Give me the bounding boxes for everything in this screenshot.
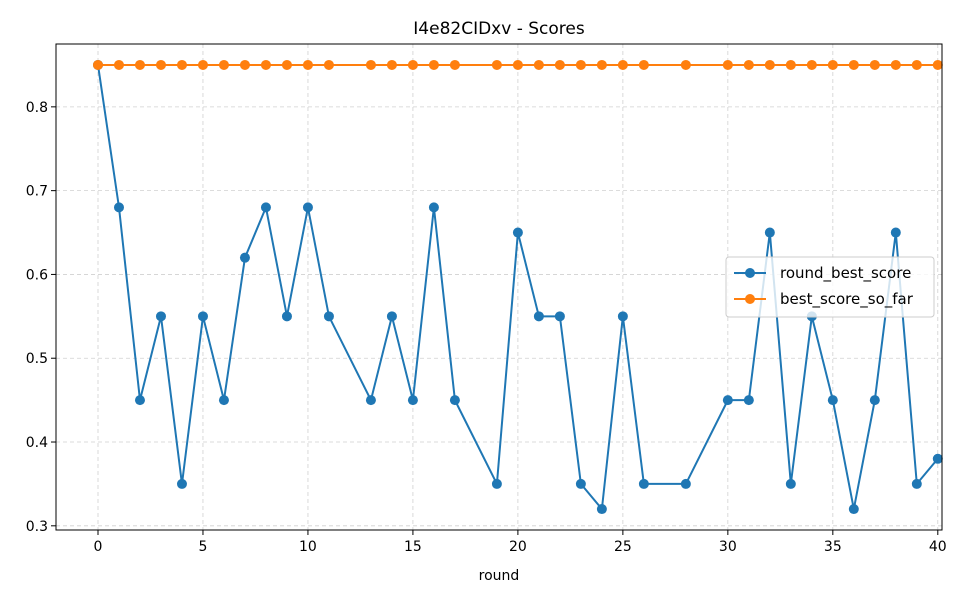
data-point-round-best-score	[533, 311, 544, 322]
plot-frame	[55, 43, 943, 531]
data-point-best-score-so-far	[575, 59, 586, 70]
x-tick-label: 25	[614, 539, 632, 555]
x-tick-label: 0	[94, 539, 103, 555]
x-axis-label: round	[479, 568, 520, 584]
legend-box	[725, 256, 935, 318]
data-point-round-best-score	[890, 227, 901, 238]
data-point-best-score-so-far	[92, 59, 103, 70]
grid	[56, 44, 942, 530]
data-point-best-score-so-far	[911, 59, 922, 70]
data-point-best-score-so-far	[533, 59, 544, 70]
data-point-best-score-so-far	[743, 59, 754, 70]
data-point-best-score-so-far	[869, 59, 880, 70]
data-point-round-best-score	[176, 478, 187, 489]
data-point-round-best-score	[722, 395, 733, 406]
data-point-round-best-score	[869, 395, 880, 406]
data-point-best-score-so-far	[365, 59, 376, 70]
data-point-round-best-score	[302, 202, 313, 213]
data-point-round-best-score	[239, 252, 250, 263]
data-point-round-best-score	[260, 202, 271, 213]
data-point-best-score-so-far	[512, 59, 523, 70]
data-point-best-score-so-far	[806, 59, 817, 70]
data-point-best-score-so-far	[260, 59, 271, 70]
data-point-round-best-score	[575, 478, 586, 489]
data-point-best-score-so-far	[764, 59, 775, 70]
y-tick-label: 0.8	[26, 100, 48, 116]
data-point-best-score-so-far	[386, 59, 397, 70]
x-tick-label: 35	[824, 539, 842, 555]
data-point-best-score-so-far	[218, 59, 229, 70]
chart-title: I4e82CIDxv - Scores	[413, 19, 585, 39]
data-point-best-score-so-far	[323, 59, 334, 70]
data-point-round-best-score	[512, 227, 523, 238]
data-point-best-score-so-far	[113, 59, 124, 70]
data-point-best-score-so-far	[155, 59, 166, 70]
data-point-best-score-so-far	[638, 59, 649, 70]
y-tick-label: 0.6	[26, 267, 48, 283]
x-tick-label: 20	[509, 539, 527, 555]
data-point-round-best-score	[428, 202, 439, 213]
data-point-round-best-score	[743, 395, 754, 406]
data-point-round-best-score	[617, 311, 628, 322]
data-point-round-best-score	[407, 395, 418, 406]
y-tick-label: 0.5	[26, 351, 48, 367]
data-point-best-score-so-far	[407, 59, 418, 70]
data-point-best-score-so-far	[785, 59, 796, 70]
data-point-round-best-score	[764, 227, 775, 238]
x-tick-label: 10	[299, 539, 317, 555]
data-point-round-best-score	[113, 202, 124, 213]
x-tick-label: 30	[719, 539, 737, 555]
data-point-round-best-score	[197, 311, 208, 322]
y-tick-label: 0.3	[26, 519, 48, 535]
data-point-round-best-score	[281, 311, 292, 322]
data-point-best-score-so-far	[722, 59, 733, 70]
data-point-round-best-score	[155, 311, 166, 322]
data-point-best-score-so-far	[596, 59, 607, 70]
data-point-round-best-score	[911, 478, 922, 489]
data-point-round-best-score	[554, 311, 565, 322]
data-point-round-best-score	[596, 504, 607, 515]
data-point-round-best-score	[932, 453, 943, 464]
data-point-round-best-score	[848, 504, 859, 515]
data-point-best-score-so-far	[428, 59, 439, 70]
data-point-best-score-so-far	[491, 59, 502, 70]
data-point-round-best-score	[386, 311, 397, 322]
data-point-round-best-score	[491, 478, 502, 489]
data-point-round-best-score	[827, 395, 838, 406]
data-point-best-score-so-far	[281, 59, 292, 70]
data-point-best-score-so-far	[827, 59, 838, 70]
y-tick-label: 0.7	[26, 184, 48, 200]
data-point-best-score-so-far	[197, 59, 208, 70]
data-point-best-score-so-far	[554, 59, 565, 70]
x-tick-label: 5	[199, 539, 208, 555]
ticks: 0 5 10 15 20 25 30 35 40 0.3 0.4 0.5 0.6 0.7 0.8	[26, 100, 947, 555]
data-point-round-best-score	[134, 395, 145, 406]
data-point-best-score-so-far	[680, 59, 691, 70]
x-tick-label: 15	[404, 539, 422, 555]
legend: round_best_score best_score_so_far	[725, 256, 935, 318]
data-point-round-best-score	[323, 311, 334, 322]
legend-marker-best-score-so-far	[745, 294, 755, 304]
data-point-round-best-score	[785, 478, 796, 489]
data-point-best-score-so-far	[932, 59, 943, 70]
data-point-round-best-score	[218, 395, 229, 406]
data-point-round-best-score	[638, 478, 649, 489]
data-point-round-best-score	[680, 478, 691, 489]
data-point-best-score-so-far	[449, 59, 460, 70]
data-point-best-score-so-far	[239, 59, 250, 70]
data-point-best-score-so-far	[890, 59, 901, 70]
x-tick-label: 40	[929, 539, 947, 555]
data-point-round-best-score	[365, 395, 376, 406]
data-point-best-score-so-far	[848, 59, 859, 70]
data-point-best-score-so-far	[302, 59, 313, 70]
legend-label-best-score-so-far: best_score_so_far	[780, 290, 914, 309]
legend-label-round-best-score: round_best_score	[780, 264, 911, 283]
legend-marker-round-best-score	[745, 268, 755, 278]
y-tick-label: 0.4	[26, 435, 48, 451]
data-point-best-score-so-far	[176, 59, 187, 70]
data-point-best-score-so-far	[617, 59, 628, 70]
data-point-best-score-so-far	[134, 59, 145, 70]
data-point-round-best-score	[449, 395, 460, 406]
